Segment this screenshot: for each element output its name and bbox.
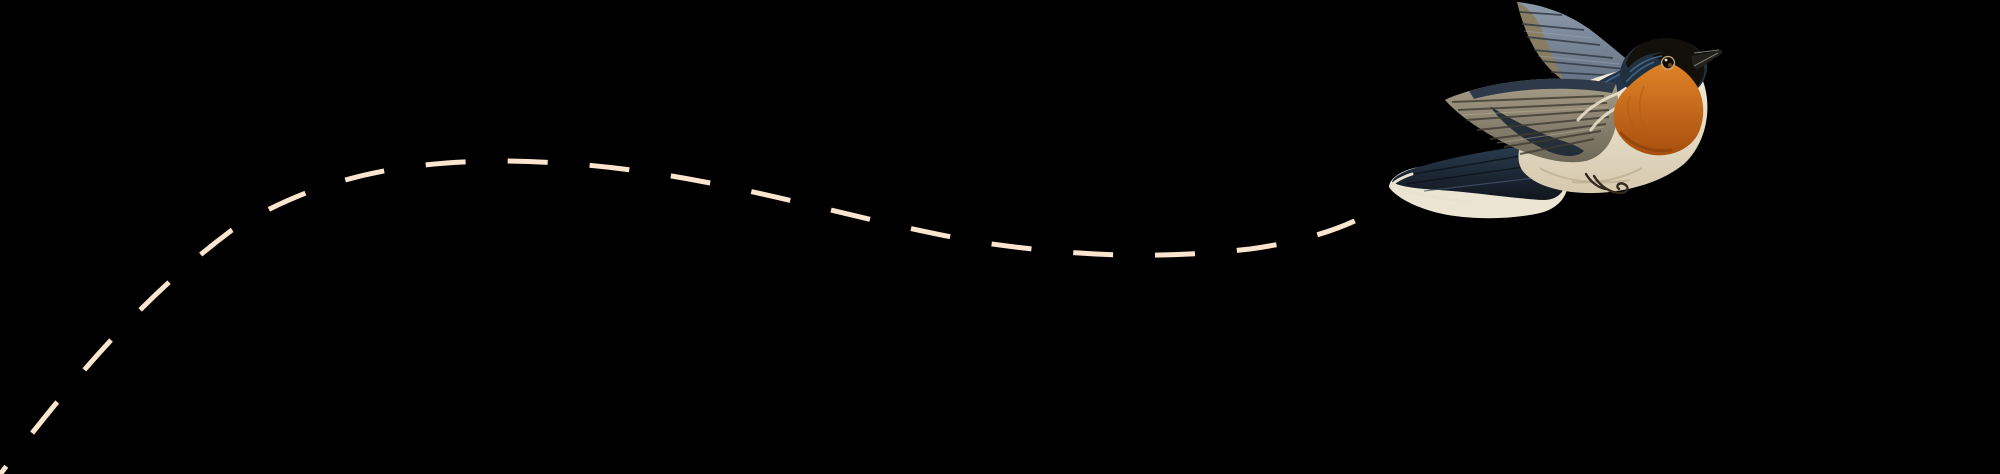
wing-bar-line [1451, 95, 1605, 103]
tail-scallop [1396, 186, 1474, 204]
lower-wing-coverts [1490, 106, 1584, 157]
wing-bar-line [1519, 138, 1595, 155]
bird-illustration [1389, 2, 1723, 219]
wing-bar-line [1489, 123, 1607, 140]
wing-bar-line [1503, 130, 1602, 148]
flank-tuft-line [1576, 90, 1624, 122]
head-sheen-line [1625, 61, 1655, 83]
breast-rust-rim [1618, 130, 1673, 153]
wing-bar-line [1476, 116, 1610, 131]
belly-shade-line [1539, 167, 1631, 184]
bird-beak [1691, 49, 1723, 70]
feather-line [1521, 23, 1585, 31]
eye-iris-glint [1668, 63, 1672, 67]
feather-line [1519, 11, 1563, 16]
wing-highlight-line [1496, 126, 1605, 144]
feather-line [1541, 60, 1626, 70]
flight-path-dashed-line [0, 158, 1392, 474]
feather-line [1533, 49, 1614, 59]
head-sheen-line [1629, 55, 1663, 73]
bird-eye [1660, 55, 1676, 71]
breast-orange-patch [1613, 62, 1704, 156]
beak-gape-line [1693, 52, 1719, 67]
lower-wing-shape [1445, 78, 1619, 163]
bird-feet [1584, 172, 1629, 195]
eye-pupil [1662, 57, 1674, 69]
feather-line [1526, 36, 1601, 46]
wing-highlight-line [1461, 106, 1609, 116]
belly-shading-lines [1539, 167, 1643, 184]
foot-claw [1584, 172, 1607, 191]
wing-bar-line [1457, 102, 1608, 111]
eye-highlight [1664, 58, 1668, 62]
breast-texture-line [1627, 95, 1637, 131]
feather-highlight-line [1523, 30, 1593, 39]
tail-line [1423, 175, 1553, 192]
eye-ring [1660, 55, 1676, 71]
bird-lower-wing [1445, 78, 1619, 163]
feather-highlight-line [1537, 55, 1620, 65]
breast-texture-line [1639, 85, 1647, 131]
tail-feather-lines [1389, 149, 1559, 204]
belly-shade-line [1571, 167, 1643, 184]
tail-scallop [1389, 172, 1414, 189]
beak-top-highlight [1693, 49, 1720, 54]
lower-wing-leading-edge [1469, 78, 1616, 99]
bird-breast [1613, 62, 1704, 156]
head-black-cap [1626, 38, 1706, 70]
